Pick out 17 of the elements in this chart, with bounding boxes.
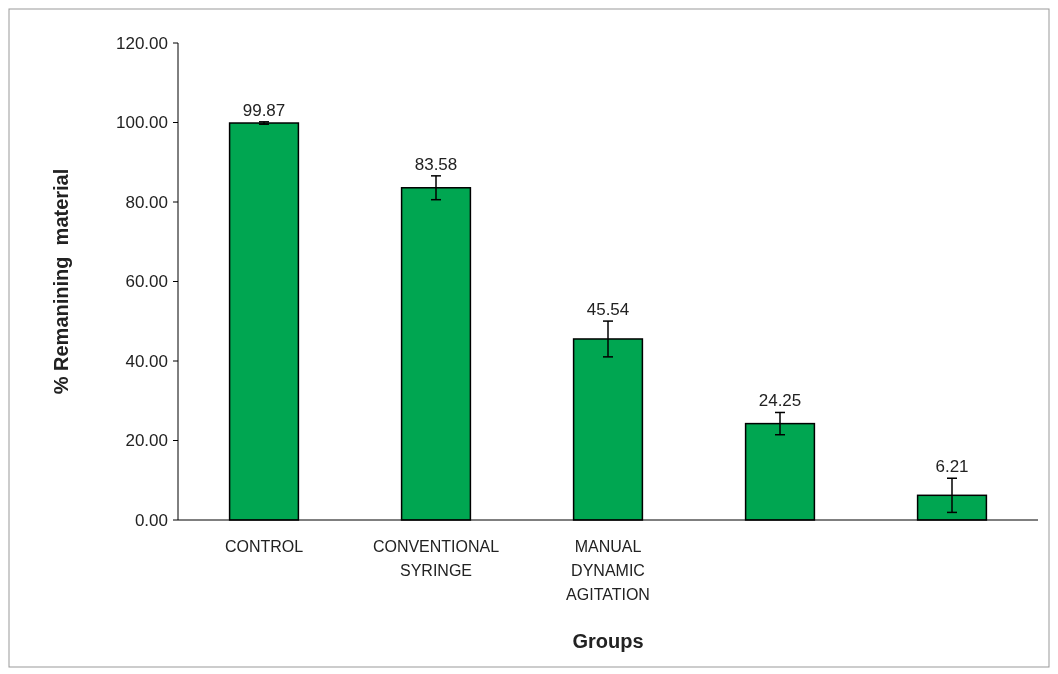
- data-label: 6.21: [935, 457, 969, 477]
- y-tick-label: 20.00: [125, 431, 168, 451]
- y-tick-label: 80.00: [125, 192, 168, 212]
- y-tick-label: 100.00: [116, 113, 168, 133]
- data-label: 45.54: [586, 300, 630, 320]
- y-tick-label: 40.00: [125, 351, 168, 371]
- data-label: 83.58: [414, 154, 458, 174]
- x-tick-label: CONTROL: [224, 538, 304, 555]
- x-axis-title: Groups: [572, 630, 644, 652]
- y-axis-title: % Remanining material: [50, 168, 72, 395]
- x-tick-label: MANUAL DYNAMIC AGITATION: [566, 538, 650, 603]
- data-label: 24.25: [758, 391, 802, 411]
- y-tick-label: 60.00: [125, 272, 168, 292]
- y-tick-label: 0.00: [134, 510, 168, 530]
- data-label: 99.87: [242, 100, 286, 120]
- y-tick-label: 120.00: [116, 33, 168, 53]
- x-tick-label: CONVENTIONAL SYRINGE: [372, 538, 500, 579]
